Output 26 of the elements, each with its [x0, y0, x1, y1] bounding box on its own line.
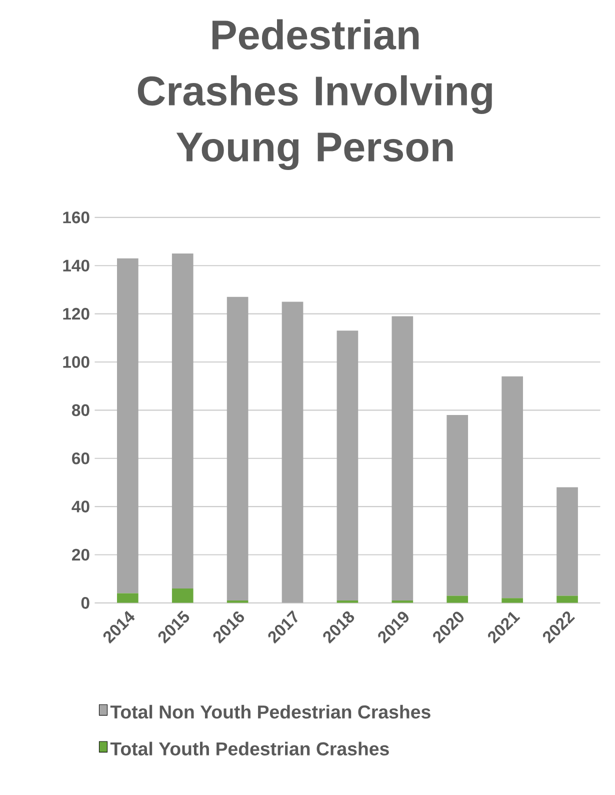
legend-label: Total Non Youth Pedestrian Crashes	[110, 704, 430, 719]
bar	[336, 330, 358, 601]
y-tick-label: 120	[63, 308, 90, 320]
bar	[502, 376, 524, 598]
bar	[226, 296, 248, 601]
y-tick-label: 20	[72, 548, 90, 561]
bar	[556, 596, 578, 603]
y-tick-label: 60	[72, 452, 90, 464]
bar	[446, 414, 468, 596]
bar	[172, 588, 194, 603]
y-tick-label: 140	[63, 260, 90, 272]
y-tick-label: 0	[81, 597, 90, 609]
bar	[446, 596, 468, 603]
bar	[282, 302, 304, 603]
bar	[172, 254, 194, 588]
legend-label: Total Youth Pedestrian Crashes	[110, 742, 389, 756]
bar	[556, 487, 578, 596]
bar	[502, 598, 524, 603]
bar	[392, 316, 414, 601]
y-tick-label: 100	[63, 356, 90, 368]
y-tick-label: 80	[72, 404, 90, 416]
y-tick-label: 40	[72, 500, 90, 512]
chart-title: Pedestrian Crashes Involving Young Person	[138, 19, 492, 170]
y-tick-label: 160	[63, 212, 90, 224]
bar	[117, 593, 138, 603]
bar	[117, 258, 138, 594]
